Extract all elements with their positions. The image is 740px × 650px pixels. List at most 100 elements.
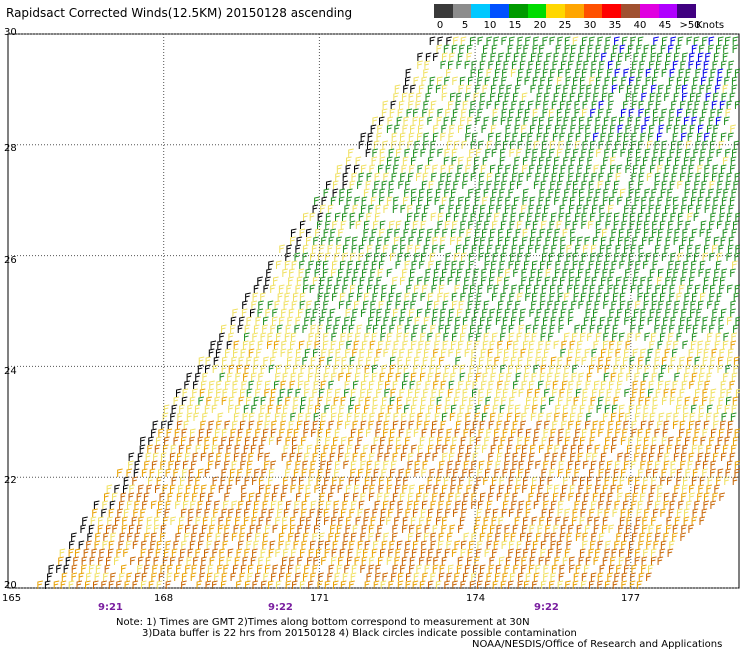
wind-barb: [236, 364, 243, 373]
wind-barb: [731, 228, 738, 237]
wind-barb: [444, 76, 450, 85]
wind-barb: [338, 300, 345, 309]
wind-barb: [224, 492, 230, 501]
wind-barb: [485, 324, 492, 333]
wind-barb: [387, 116, 394, 125]
wind-barb: [193, 380, 199, 389]
wind-barb: [485, 580, 491, 589]
wind-barb: [441, 348, 447, 357]
wind-barb: [354, 412, 361, 421]
wind-barb: [397, 500, 404, 509]
wind-barb: [512, 452, 519, 461]
wind-barb: [544, 276, 551, 285]
wind-barb: [537, 164, 543, 173]
wind-barb: [515, 556, 521, 565]
wind-barb: [381, 364, 388, 373]
wind-barb: [400, 308, 407, 317]
wind-barb: [532, 44, 539, 53]
wind-barb: [521, 92, 528, 101]
wind-barb: [414, 212, 420, 221]
wind-barb: [267, 340, 273, 349]
wind-barb: [503, 500, 509, 509]
wind-barb: [188, 508, 194, 517]
wind-barb: [497, 196, 504, 205]
wind-barb: [523, 548, 529, 557]
wind-barb: [721, 412, 728, 421]
wind-barb: [446, 68, 452, 77]
wind-barb: [416, 524, 422, 533]
wind-barb: [634, 556, 641, 565]
wind-barb: [451, 188, 457, 197]
wind-barb: [638, 356, 644, 365]
wind-barb: [321, 348, 327, 357]
wind-barb: [550, 68, 556, 77]
wind-barb: [476, 292, 483, 301]
wind-barb: [499, 156, 506, 165]
wind-barb: [204, 404, 211, 413]
wind-barb: [155, 484, 161, 493]
wind-barb: [330, 484, 337, 493]
wind-barb: [482, 444, 488, 453]
wind-barb: [546, 124, 552, 133]
wind-barb: [625, 556, 631, 565]
wind-barb: [593, 196, 600, 205]
wind-barb: [712, 492, 719, 501]
wind-barb: [448, 308, 455, 317]
wind-barb: [553, 492, 559, 501]
wind-barb: [543, 348, 550, 357]
wind-barb: [460, 332, 466, 341]
wind-barb: [419, 260, 425, 269]
wind-barb: [187, 404, 193, 413]
wind-barb: [629, 220, 636, 229]
wind-barb: [158, 428, 164, 437]
wind-barb: [321, 308, 328, 317]
wind-barb: [406, 396, 412, 405]
wind-barb: [328, 236, 335, 245]
wind-barb: [713, 92, 719, 101]
wind-barb: [482, 372, 489, 381]
wind-barb: [108, 548, 114, 557]
wind-barb: [228, 332, 234, 341]
wind-barb: [240, 460, 246, 469]
wind-barb: [529, 380, 535, 389]
wind-barb: [670, 356, 677, 365]
wind-barb: [451, 156, 458, 165]
wind-barb: [622, 212, 629, 221]
wind-barb: [653, 108, 659, 117]
wind-barb: [718, 396, 725, 405]
wind-barb: [666, 52, 672, 61]
wind-barb: [500, 220, 507, 229]
wind-barb: [545, 380, 552, 389]
wind-barb: [199, 492, 206, 501]
wind-barb: [350, 396, 356, 405]
wind-barb: [310, 252, 316, 261]
wind-barb: [619, 84, 625, 93]
wind-barb: [616, 276, 622, 285]
wind-barb: [497, 276, 503, 285]
wind-barb: [531, 156, 538, 165]
wind-barb: [529, 556, 536, 565]
wind-barb: [423, 68, 429, 77]
wind-barb: [633, 52, 640, 61]
wind-barb: [669, 324, 675, 333]
wind-barb: [518, 388, 525, 397]
wind-barb: [366, 460, 373, 469]
wind-barb: [485, 468, 491, 477]
wind-barb: [428, 180, 435, 189]
legend-swatch: [583, 4, 603, 18]
wind-barb: [535, 460, 541, 469]
wind-barb: [298, 268, 305, 277]
wind-barb: [231, 532, 238, 541]
wind-barb: [561, 92, 568, 101]
wind-barb: [282, 372, 289, 381]
wind-barb: [674, 484, 680, 493]
wind-barb: [549, 580, 555, 589]
wind-barb: [460, 220, 466, 229]
wind-barb: [597, 180, 604, 189]
wind-barb: [730, 268, 736, 277]
wind-barb: [302, 244, 309, 253]
wind-barb: [295, 572, 301, 581]
wind-barb: [508, 548, 514, 557]
wind-barb: [530, 124, 536, 133]
wind-barb: [303, 532, 309, 541]
